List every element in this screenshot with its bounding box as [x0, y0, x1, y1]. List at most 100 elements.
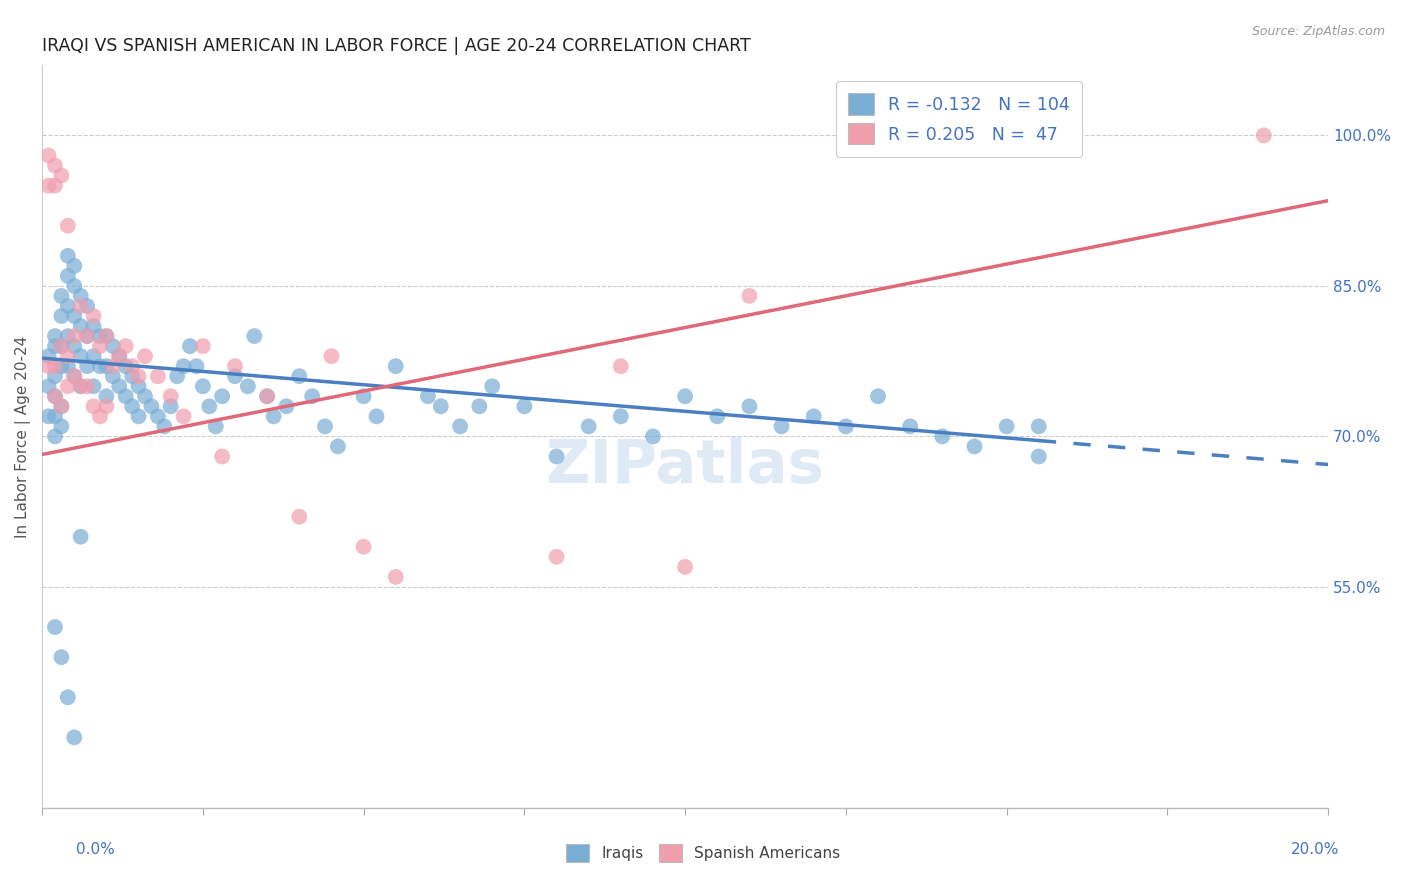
Point: [56, 219, 79, 233]
Point: [186, 359, 208, 374]
Point: [134, 349, 156, 363]
Point: [51, 169, 73, 183]
Point: [134, 389, 156, 403]
Point: [1028, 419, 1050, 434]
Point: [38, 379, 60, 393]
Point: [738, 289, 761, 303]
Point: [236, 379, 259, 393]
Point: [83, 399, 105, 413]
Point: [159, 389, 181, 403]
Point: [204, 419, 226, 434]
Point: [366, 409, 388, 424]
Point: [288, 509, 311, 524]
Point: [63, 259, 86, 273]
Point: [146, 409, 169, 424]
Point: [51, 339, 73, 353]
Point: [738, 399, 761, 413]
Point: [384, 570, 406, 584]
Point: [56, 299, 79, 313]
Point: [191, 379, 214, 393]
Point: [963, 439, 986, 453]
Point: [44, 339, 66, 353]
Point: [141, 399, 163, 413]
Point: [429, 399, 451, 413]
Point: [96, 359, 118, 374]
Point: [166, 369, 188, 384]
Point: [101, 359, 124, 374]
Point: [38, 349, 60, 363]
Text: 0.0%: 0.0%: [76, 842, 115, 857]
Point: [44, 329, 66, 343]
Text: ZIPatlas: ZIPatlas: [546, 436, 825, 496]
Point: [256, 389, 278, 403]
Point: [610, 359, 633, 374]
Point: [83, 379, 105, 393]
Point: [546, 450, 568, 464]
Point: [256, 389, 278, 403]
Point: [481, 379, 503, 393]
Point: [44, 409, 66, 424]
Point: [546, 549, 568, 564]
Point: [56, 349, 79, 363]
Point: [578, 419, 600, 434]
Point: [101, 369, 124, 384]
Point: [51, 359, 73, 374]
Point: [38, 409, 60, 424]
Point: [96, 389, 118, 403]
Point: [384, 359, 406, 374]
Point: [243, 329, 266, 343]
Point: [121, 359, 143, 374]
Point: [866, 389, 889, 403]
Point: [44, 429, 66, 443]
Point: [69, 299, 91, 313]
Point: [56, 329, 79, 343]
Point: [69, 379, 91, 393]
Point: [179, 339, 201, 353]
Point: [89, 409, 111, 424]
Point: [44, 359, 66, 374]
Point: [114, 389, 136, 403]
Point: [51, 650, 73, 665]
Point: [56, 249, 79, 263]
Point: [449, 419, 471, 434]
Point: [44, 620, 66, 634]
Point: [114, 339, 136, 353]
Point: [96, 329, 118, 343]
Point: [770, 419, 793, 434]
Point: [51, 399, 73, 413]
Point: [995, 419, 1018, 434]
Point: [191, 339, 214, 353]
Text: 20.0%: 20.0%: [1291, 842, 1339, 857]
Point: [51, 419, 73, 434]
Point: [673, 389, 696, 403]
Point: [128, 409, 150, 424]
Point: [314, 419, 336, 434]
Point: [56, 359, 79, 374]
Point: [610, 409, 633, 424]
Point: [159, 399, 181, 413]
Point: [416, 389, 439, 403]
Point: [128, 379, 150, 393]
Text: Source: ZipAtlas.com: Source: ZipAtlas.com: [1251, 25, 1385, 38]
Point: [56, 268, 79, 283]
Point: [44, 369, 66, 384]
Point: [96, 329, 118, 343]
Point: [63, 279, 86, 293]
Point: [76, 329, 98, 343]
Point: [1253, 128, 1275, 143]
Point: [224, 369, 246, 384]
Point: [76, 359, 98, 374]
Point: [44, 159, 66, 173]
Point: [803, 409, 825, 424]
Point: [153, 419, 176, 434]
Point: [224, 359, 246, 374]
Point: [173, 359, 195, 374]
Point: [63, 369, 86, 384]
Point: [128, 369, 150, 384]
Point: [513, 399, 536, 413]
Point: [56, 379, 79, 393]
Point: [89, 359, 111, 374]
Point: [211, 450, 233, 464]
Point: [44, 178, 66, 193]
Point: [69, 349, 91, 363]
